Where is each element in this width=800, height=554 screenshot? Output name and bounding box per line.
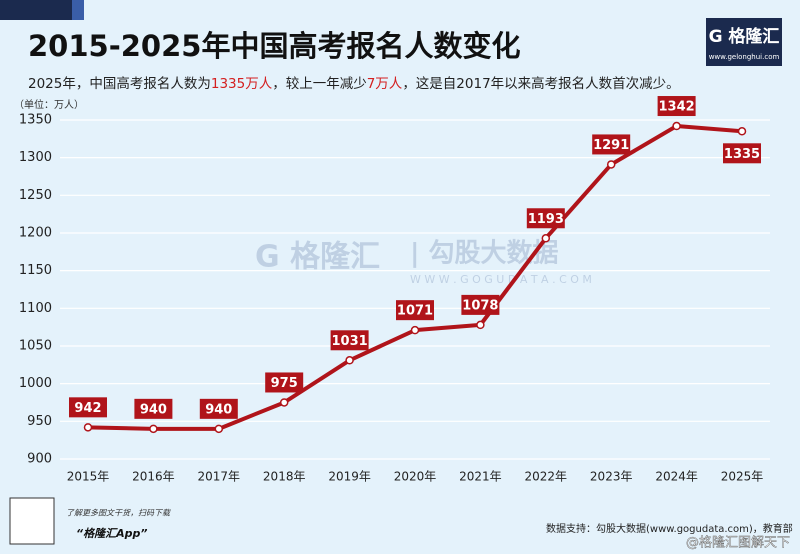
value-label: 940: [140, 402, 167, 417]
data-point: [476, 320, 485, 330]
value-label: 1335: [724, 147, 760, 162]
x-tick-label: 2018年: [263, 470, 306, 484]
subtitle-part: 1335万人: [210, 76, 273, 92]
y-tick-label: 1000: [19, 376, 52, 391]
qr-code: [9, 497, 55, 545]
y-tick-label: 1350: [19, 112, 52, 127]
watermark: G 格隆汇 | 勾股大数据 W W W . G O G U D A T A . …: [255, 239, 592, 287]
x-tick-label: 2017年: [198, 470, 241, 484]
x-tick-label: 2024年: [655, 470, 698, 484]
x-tick-label: 2025年: [721, 470, 764, 484]
footer-app: “格隆汇App”: [76, 527, 147, 540]
corner-block: [72, 0, 84, 20]
subtitle-part: 7万人: [366, 76, 403, 92]
y-tick-label: 1150: [19, 263, 52, 278]
label-box: [526, 208, 565, 229]
value-label: 1078: [462, 298, 498, 313]
data-point: [214, 424, 224, 434]
x-tick-label: 2015年: [67, 470, 110, 484]
subtitle-part: ，这是自2017年以来高考报名人数首次减少。: [402, 76, 680, 92]
label-box: [199, 398, 238, 419]
subtitle: 2025年，中国高考报名人数为1335万人，较上一年减少7万人，这是自2017年…: [28, 72, 680, 92]
label-box: [723, 143, 761, 164]
y-tick-label: 900: [27, 451, 52, 466]
footer-note: 了解更多图文干货，扫码下载: [66, 509, 171, 518]
value-label: 1291: [593, 138, 629, 153]
label-box: [592, 134, 631, 155]
x-tick-label: 2016年: [132, 470, 175, 484]
label-box: [265, 372, 304, 393]
data-source: 数据支持：勾股大数据(www.gogudata.com)，教育部: [546, 522, 793, 535]
x-tick-label: 2022年: [525, 470, 568, 484]
x-tick-label: 2020年: [394, 470, 437, 484]
y-tick-label: 1250: [19, 188, 52, 203]
logo-url: www.gelonghui.com: [709, 53, 780, 61]
logo-box: [706, 18, 782, 66]
data-point: [737, 127, 747, 136]
value-label: 942: [74, 401, 101, 416]
label-box: [134, 398, 173, 419]
watermark-text: W W W . G O G U D A T A . C O M: [410, 273, 592, 286]
data-point: [149, 424, 158, 434]
logo-text: G 格隆汇: [709, 26, 780, 47]
data-point: [606, 160, 616, 169]
unit-label: （单位：万人）: [14, 98, 84, 111]
watermark-text: G 格隆汇: [255, 240, 380, 275]
data-point: [83, 423, 93, 432]
label-box: [330, 330, 369, 351]
value-label: 1031: [332, 334, 368, 349]
label-box: [461, 294, 500, 315]
value-label: 940: [205, 402, 232, 417]
label-box: [657, 96, 696, 117]
label-box: [396, 300, 434, 321]
y-tick-label: 1100: [19, 301, 52, 316]
y-tick-label: 950: [27, 414, 52, 429]
data-point: [345, 356, 354, 365]
x-tick-label: 2021年: [459, 470, 502, 484]
subtitle-part: 2025年，中国高考报名人数为: [28, 76, 211, 92]
chart-title: 2015-2025年中国高考报名人数变化: [28, 29, 520, 63]
data-point: [672, 121, 681, 131]
x-tick-label: 2023年: [590, 470, 633, 484]
value-label: 1071: [397, 304, 433, 319]
value-label: 1193: [528, 212, 564, 227]
value-label: 975: [271, 376, 298, 391]
corner-block: [0, 0, 72, 20]
data-point: [541, 234, 551, 243]
x-tick-label: 2019年: [328, 470, 371, 484]
value-label: 1342: [659, 100, 695, 115]
label-box: [69, 397, 107, 418]
data-point: [410, 325, 420, 335]
weibo-watermark: @格隆汇图解天下: [686, 535, 790, 551]
y-tick-label: 1050: [19, 338, 52, 353]
y-tick-label: 1300: [19, 150, 52, 165]
subtitle-part: ，较上一年减少: [272, 76, 367, 92]
y-tick-label: 1200: [19, 225, 52, 240]
data-point: [279, 398, 289, 407]
